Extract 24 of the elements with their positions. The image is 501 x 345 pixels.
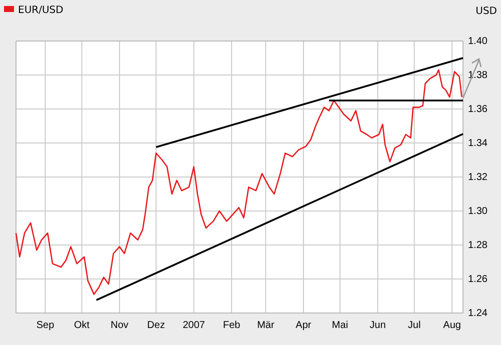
x-tick-label: Feb [222,320,241,332]
y-tick-label: 1.36 [468,104,488,116]
x-tick-label: Okt [74,320,90,332]
y-tick-label: 1.30 [468,206,488,218]
y-tick-label: 1.24 [468,308,488,320]
x-tick-label: Dez [147,320,165,332]
y-tick-label: 1.38 [468,70,488,82]
y-tick-label: 1.40 [468,36,488,48]
legend-label: EUR/USD [18,5,64,16]
x-tick-label: Mär [257,320,275,332]
y-tick-label: 1.34 [468,138,488,150]
x-tick-label: 2007 [182,320,206,332]
y-axis-title: USD [476,6,498,17]
x-tick-label: Jul [408,320,421,332]
x-tick-label: Apr [296,320,312,332]
y-tick-label: 1.28 [468,240,488,252]
x-tick-label: Mai [332,320,348,332]
y-tick-label: 1.26 [468,274,488,286]
x-tick-label: Aug [443,320,461,332]
x-tick-label: Nov [110,320,128,332]
x-tick-label: Jun [370,320,386,332]
line-series [15,69,462,295]
x-tick-label: Sep [36,320,55,332]
y-tick-label: 1.32 [468,172,488,184]
